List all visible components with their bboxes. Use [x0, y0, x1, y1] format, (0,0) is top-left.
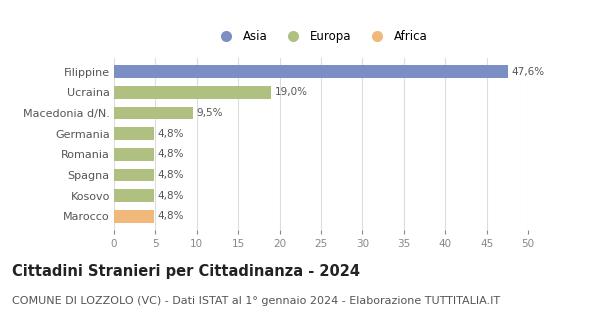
Bar: [114, 107, 193, 119]
Bar: [114, 66, 508, 78]
Bar: [114, 210, 154, 222]
Text: Cittadini Stranieri per Cittadinanza - 2024: Cittadini Stranieri per Cittadinanza - 2…: [12, 264, 360, 279]
Bar: [114, 148, 154, 161]
Bar: [114, 86, 271, 99]
Text: 4,8%: 4,8%: [157, 170, 184, 180]
Text: 4,8%: 4,8%: [157, 149, 184, 159]
Text: 4,8%: 4,8%: [157, 129, 184, 139]
Text: 9,5%: 9,5%: [196, 108, 223, 118]
Legend: Asia, Europa, Africa: Asia, Europa, Africa: [209, 26, 433, 48]
Bar: [114, 169, 154, 181]
Text: COMUNE DI LOZZOLO (VC) - Dati ISTAT al 1° gennaio 2024 - Elaborazione TUTTITALIA: COMUNE DI LOZZOLO (VC) - Dati ISTAT al 1…: [12, 296, 500, 306]
Text: 4,8%: 4,8%: [157, 190, 184, 201]
Bar: [114, 127, 154, 140]
Text: 19,0%: 19,0%: [275, 87, 308, 98]
Bar: [114, 189, 154, 202]
Text: 47,6%: 47,6%: [511, 67, 545, 77]
Text: 4,8%: 4,8%: [157, 211, 184, 221]
